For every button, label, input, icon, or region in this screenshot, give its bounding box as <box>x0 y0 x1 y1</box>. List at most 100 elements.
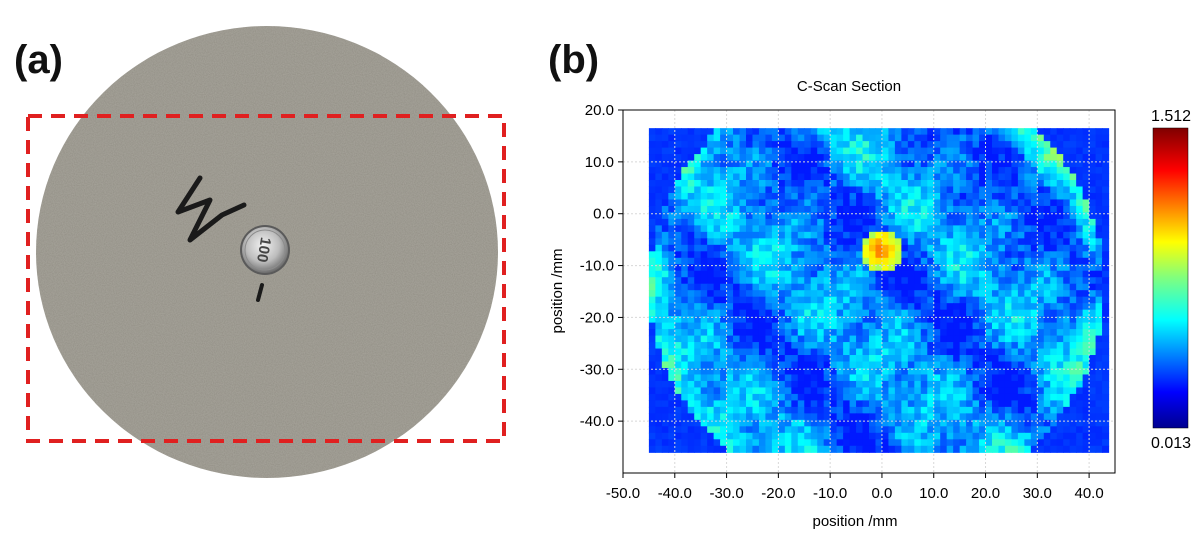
heatmap-cell <box>843 413 851 421</box>
heatmap-cell <box>687 251 695 259</box>
heatmap-cell <box>746 212 754 220</box>
heatmap-cell <box>765 134 773 142</box>
heatmap-cell <box>733 419 741 427</box>
x-tick-label: -40.0 <box>658 485 692 502</box>
heatmap-cell <box>1004 244 1013 252</box>
heatmap-cell <box>674 296 682 304</box>
heatmap-cell <box>1082 367 1090 376</box>
heatmap-cell <box>959 270 967 278</box>
heatmap-cell <box>985 393 993 401</box>
heatmap-cell <box>746 316 754 324</box>
heatmap-cell <box>687 439 695 447</box>
heatmap-cell <box>648 186 656 194</box>
heatmap-cell <box>1037 355 1045 363</box>
heatmap-cell <box>765 277 773 285</box>
heatmap-cell <box>979 154 987 162</box>
heatmap-cell <box>1024 147 1032 155</box>
heatmap-cell <box>836 348 844 356</box>
heatmap-cell <box>655 445 663 453</box>
heatmap-cell <box>746 283 754 291</box>
heatmap-cell <box>720 303 728 311</box>
heatmap-cell <box>1069 270 1077 278</box>
heatmap-cell <box>681 205 689 214</box>
heatmap-cell <box>784 205 792 214</box>
heatmap-cell <box>920 238 928 246</box>
heatmap-cell <box>940 329 948 337</box>
heatmap-cell <box>739 406 747 414</box>
heatmap-cell <box>784 309 792 317</box>
heatmap-cell <box>733 186 741 194</box>
heatmap-cell <box>979 367 987 376</box>
heatmap-cell <box>661 205 669 214</box>
heatmap-cell <box>992 413 1000 421</box>
heatmap-cell <box>933 361 941 369</box>
heatmap-cell <box>720 277 728 285</box>
heatmap-cell <box>1017 244 1025 252</box>
heatmap-cell <box>733 426 741 434</box>
heatmap-cell <box>830 238 838 246</box>
heatmap-cell <box>907 238 915 246</box>
heatmap-cell <box>726 380 734 389</box>
heatmap-cell <box>713 426 721 434</box>
heatmap-cell <box>1056 283 1064 291</box>
heatmap-cell <box>823 218 831 226</box>
heatmap-cell <box>1063 432 1071 440</box>
heatmap-cell <box>1089 303 1097 311</box>
heatmap-cell <box>707 387 715 395</box>
heatmap-cell <box>707 264 715 272</box>
heatmap-cell <box>966 329 974 337</box>
heatmap-cell <box>700 160 708 168</box>
heatmap-cell <box>862 348 870 356</box>
heatmap-cell <box>869 180 877 188</box>
heatmap-cell <box>1011 419 1019 427</box>
heatmap-cell <box>817 342 825 350</box>
heatmap-cell <box>914 180 922 188</box>
heatmap-cell <box>746 141 754 149</box>
heatmap-cell <box>797 413 805 421</box>
heatmap-cell <box>1043 238 1051 246</box>
heatmap-cell <box>752 355 760 363</box>
heatmap-cell <box>1043 231 1051 239</box>
heatmap-cell <box>1069 147 1077 155</box>
heatmap-cell <box>985 413 993 421</box>
heatmap-cell <box>1004 128 1013 136</box>
heatmap-cell <box>1043 186 1051 194</box>
heatmap-cell <box>784 445 792 453</box>
heatmap-cell <box>687 147 695 155</box>
heatmap-cell <box>707 439 715 447</box>
x-tick-label: 20.0 <box>971 485 1000 502</box>
heatmap-cell <box>655 134 663 142</box>
heatmap-cell <box>797 355 805 363</box>
heatmap-cell <box>869 231 877 239</box>
heatmap-cell <box>933 367 941 376</box>
heatmap-cell <box>914 154 922 162</box>
heatmap-cell <box>765 160 773 168</box>
heatmap-cell <box>1063 296 1071 304</box>
heatmap-cell <box>733 413 741 421</box>
heatmap-cell <box>1011 212 1019 220</box>
heatmap-cell <box>907 380 915 389</box>
heatmap-cell <box>1037 212 1045 220</box>
heatmap-cell <box>765 445 773 453</box>
heatmap-cell <box>830 445 838 453</box>
heatmap-cell <box>771 413 779 421</box>
y-tick-label: -20.0 <box>580 309 614 326</box>
heatmap-cell <box>836 355 844 363</box>
heatmap-cell <box>1050 355 1058 363</box>
heatmap-cell <box>700 238 708 246</box>
heatmap-cell <box>1069 348 1077 356</box>
heatmap-cell <box>985 342 993 350</box>
heatmap-cell <box>1050 244 1058 252</box>
heatmap-cell <box>836 413 844 421</box>
heatmap-cell <box>933 231 941 239</box>
heatmap-cell <box>985 160 993 168</box>
heatmap-cell <box>713 134 721 142</box>
heatmap-cell <box>881 147 890 155</box>
heatmap-cell <box>791 218 799 226</box>
heatmap-cell <box>966 199 974 207</box>
heatmap-cell <box>998 167 1006 175</box>
heatmap-cell <box>784 251 792 259</box>
heatmap-cell <box>771 380 779 389</box>
heatmap-cell <box>888 426 896 434</box>
heatmap-cell <box>720 257 728 265</box>
